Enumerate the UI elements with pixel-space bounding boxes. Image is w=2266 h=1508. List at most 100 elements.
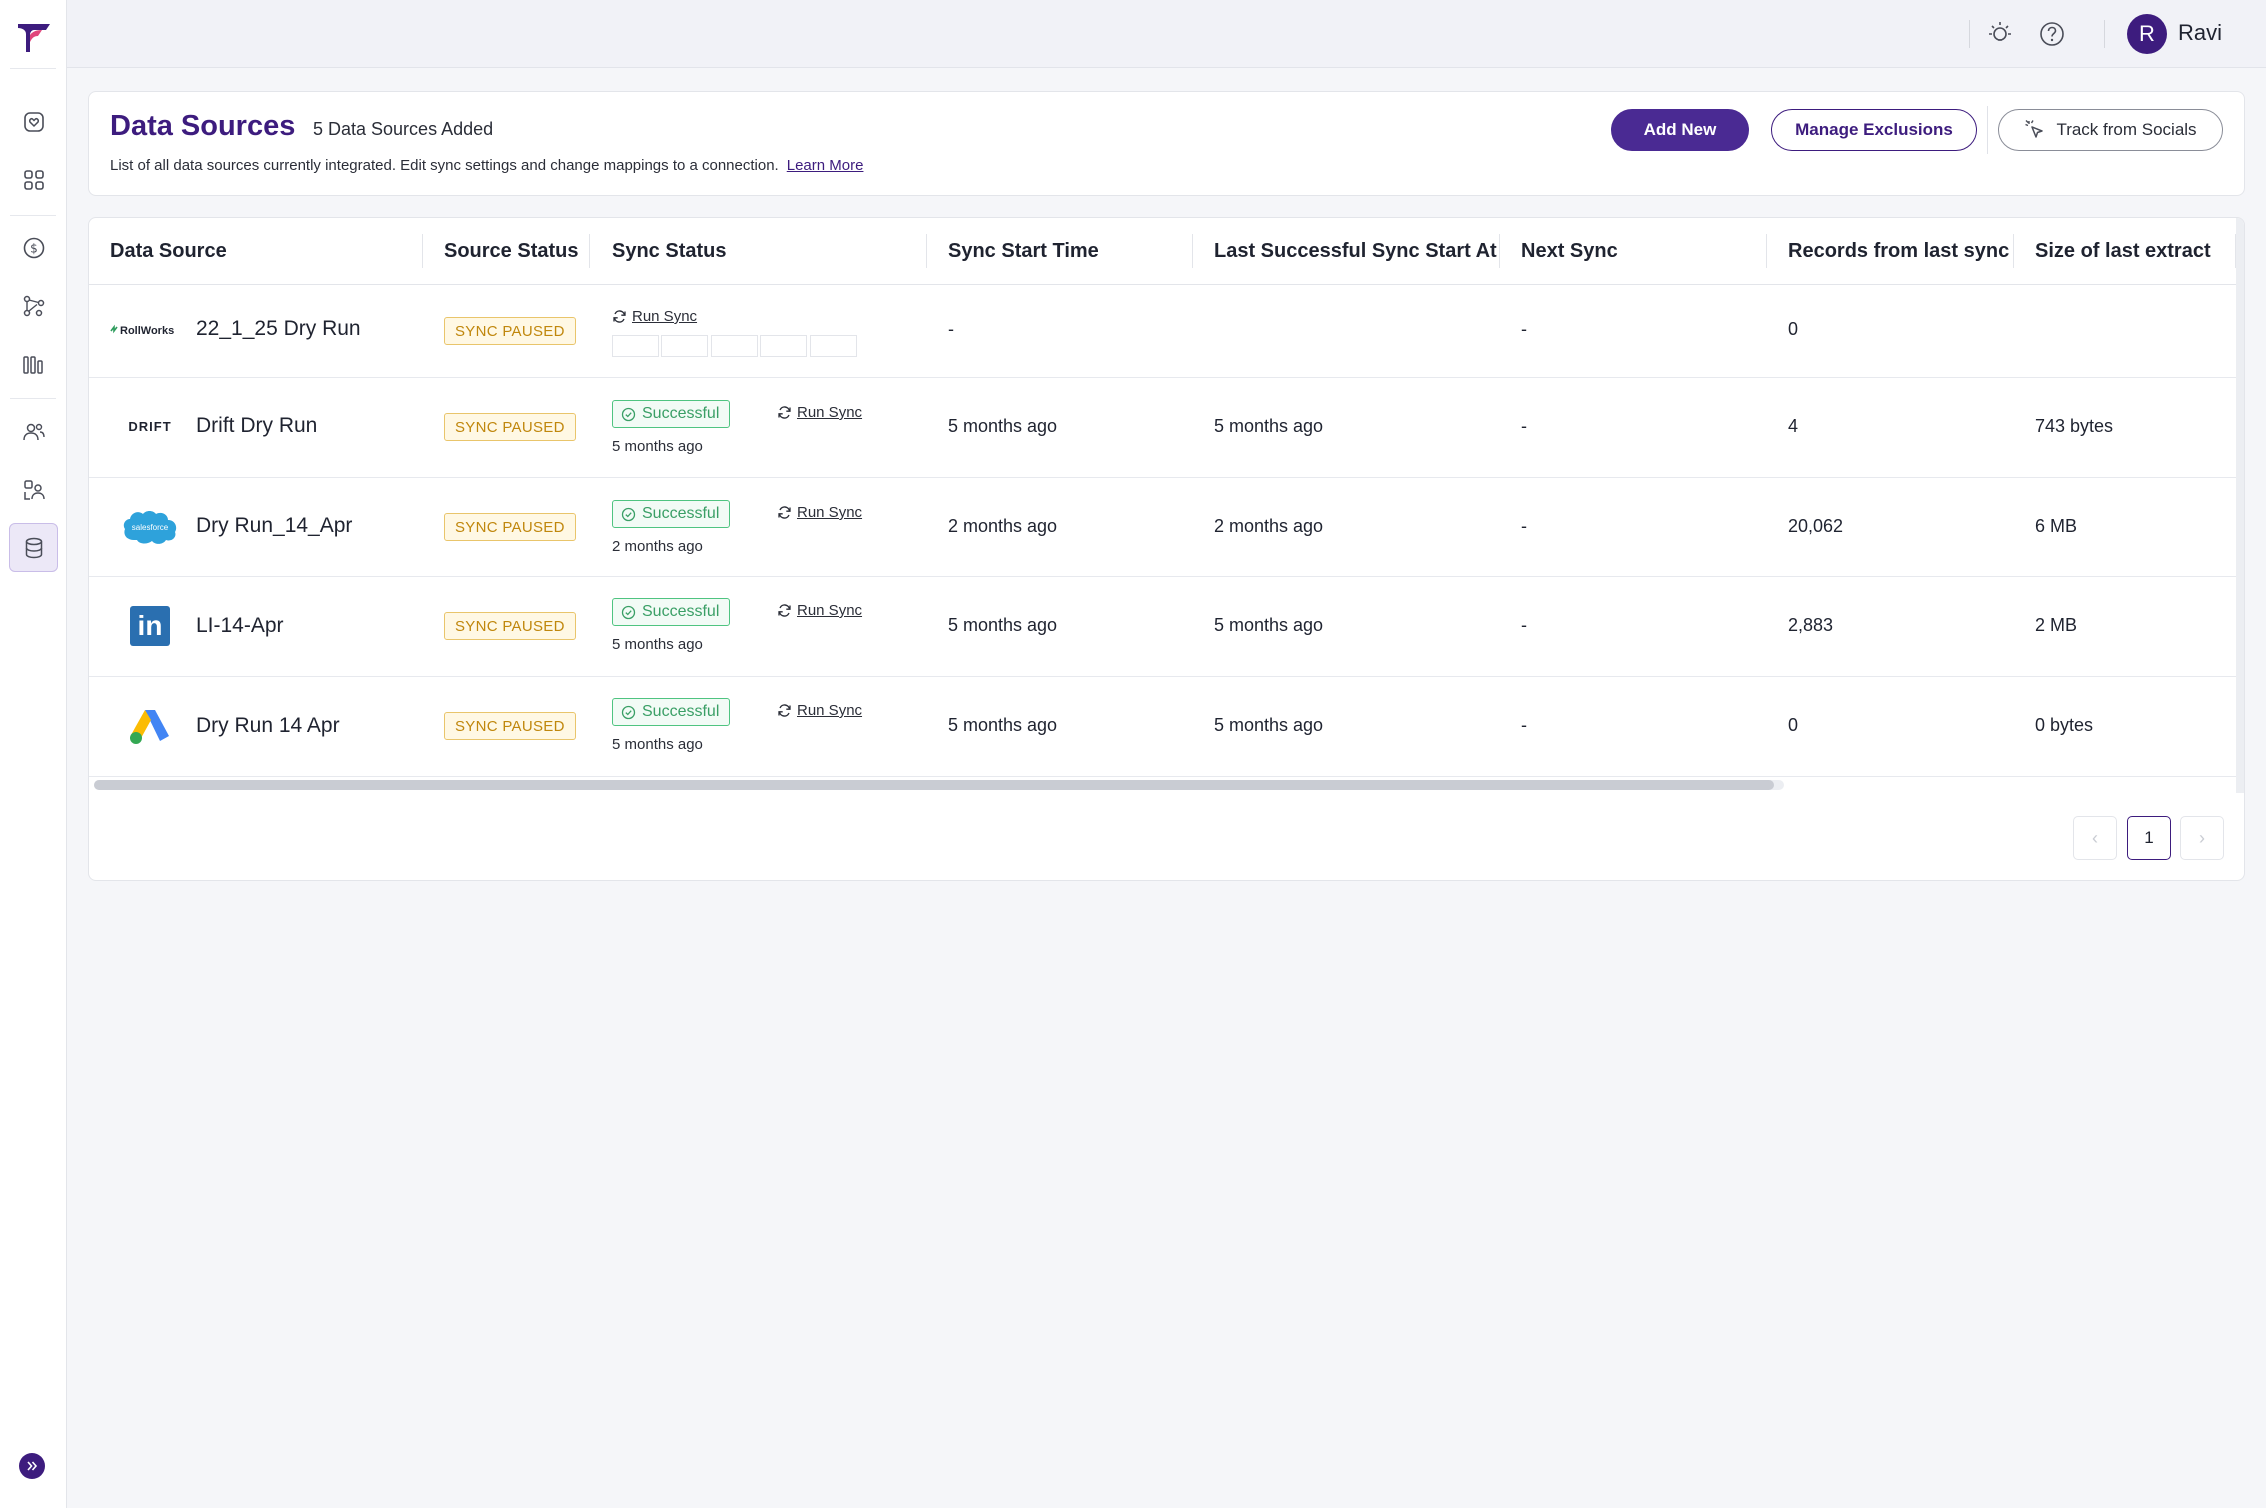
records-count: 4 [1788, 416, 1799, 436]
sync-success-badge: Successful [612, 598, 731, 626]
sync-status-time: 5 months ago [612, 438, 703, 455]
extract-size: 2 MB [2035, 615, 2078, 635]
column-header-sync-status[interactable]: Sync Status [612, 240, 727, 262]
records-count: 2,883 [1788, 615, 1834, 635]
google-ads-icon [130, 710, 169, 744]
nav-reports[interactable] [9, 340, 58, 389]
check-circle-icon [621, 507, 636, 521]
table-row[interactable]: in LI-14-Apr SYNC PAUSED Successful 5 mo… [89, 577, 2244, 677]
run-sync-link[interactable]: Run Sync [777, 504, 862, 521]
status-badge: SYNC PAUSED [444, 612, 576, 640]
extract-size: 0 bytes [2035, 715, 2094, 735]
status-badge: SYNC PAUSED [444, 317, 576, 345]
nav-dashboard[interactable] [9, 97, 58, 146]
sync-status-time: 5 months ago [612, 736, 703, 753]
column-divider [926, 234, 927, 268]
top-bar: R Ravi [67, 0, 2266, 68]
sidebar-divider [10, 398, 56, 399]
prev-page-button[interactable]: ‹ [2073, 816, 2117, 860]
run-sync-link[interactable]: Run Sync [777, 404, 862, 421]
page-number-button[interactable]: 1 [2127, 816, 2171, 860]
sync-success-badge: Successful [612, 500, 731, 528]
nav-data-sources[interactable] [9, 523, 58, 572]
topbar-divider [1969, 20, 1970, 48]
flow-icon [23, 295, 44, 316]
table-row[interactable]: DRIFT Drift Dry Run SYNC PAUSED Successf… [89, 378, 2244, 478]
sync-status-label: Successful [642, 505, 720, 522]
help-button[interactable] [2036, 18, 2068, 50]
description-text: List of all data sources currently integ… [110, 157, 779, 174]
table-row[interactable]: RollWorks 22_1_25 Dry Run SYNC PAUSED Ru… [89, 285, 2244, 378]
manage-exclusions-button[interactable]: Manage Exclusions [1771, 109, 1977, 151]
track-from-socials-button[interactable]: Track from Socials [1998, 109, 2223, 151]
data-source-name[interactable]: Drift Dry Run [196, 414, 318, 437]
data-source-name[interactable]: LI-14-Apr [196, 614, 284, 637]
sync-status-label: Successful [642, 703, 720, 720]
last-successful-sync: 5 months ago [1214, 615, 1324, 635]
button-divider [1987, 106, 1988, 154]
column-header-data-source[interactable]: Data Source [110, 240, 227, 262]
theme-toggle-button[interactable] [1984, 18, 2016, 50]
nav-audiences[interactable] [9, 407, 58, 456]
column-header-size[interactable]: Size of last extract [2035, 240, 2211, 262]
svg-text:$: $ [30, 241, 38, 255]
sync-progress-segment [612, 335, 659, 357]
grid-icon [23, 169, 44, 190]
column-divider [2013, 234, 2014, 268]
sync-start-time: 5 months ago [948, 715, 1058, 735]
refresh-icon [613, 310, 626, 323]
nav-revenue[interactable]: $ [9, 223, 58, 272]
nav-accounts[interactable] [9, 465, 58, 514]
run-sync-link[interactable]: Run Sync [612, 308, 697, 325]
avatar[interactable]: R [2127, 14, 2167, 54]
run-sync-label: Run Sync [632, 308, 698, 325]
brand-logo-icon[interactable] [16, 18, 52, 54]
page-description: List of all data sources currently integ… [110, 157, 863, 174]
learn-more-link[interactable]: Learn More [786, 157, 864, 174]
user-name[interactable]: Ravi [2178, 20, 2223, 45]
vertical-scrollbar[interactable] [2236, 218, 2244, 793]
refresh-icon [778, 506, 791, 519]
run-sync-link[interactable]: Run Sync [777, 602, 862, 619]
column-divider [1499, 234, 1500, 268]
expand-sidebar-button[interactable] [19, 1453, 45, 1479]
nav-journeys[interactable] [9, 281, 58, 330]
refresh-icon [778, 604, 791, 617]
sync-progress-segment [760, 335, 807, 357]
refresh-icon [778, 704, 791, 717]
data-source-name[interactable]: 22_1_25 Dry Run [196, 317, 361, 340]
data-source-name[interactable]: Dry Run_14_Apr [196, 514, 353, 537]
drift-logo: DRIFT [128, 411, 172, 441]
column-header-records[interactable]: Records from last sync [1788, 240, 2010, 262]
table-row[interactable]: salesforce Dry Run_14_Apr SYNC PAUSED Su… [89, 478, 2244, 577]
sync-status-label: Successful [642, 405, 720, 422]
table-row[interactable]: Dry Run 14 Apr SYNC PAUSED Successful 5 … [89, 677, 2244, 777]
topbar-divider [2104, 20, 2105, 48]
column-header-sync-start-time[interactable]: Sync Start Time [948, 240, 1099, 262]
drift-logo-text: DRIFT [128, 418, 172, 434]
data-source-name[interactable]: Dry Run 14 Apr [196, 714, 340, 737]
nav-apps[interactable] [9, 155, 58, 204]
page-header-card: Data Sources 5 Data Sources Added List o… [88, 91, 2245, 196]
horizontal-scrollbar[interactable] [94, 780, 1784, 790]
next-page-button[interactable]: › [2180, 816, 2224, 860]
linkedin-icon: in [130, 606, 170, 646]
column-header-last-successful-sync[interactable]: Last Successful Sync Start At [1214, 240, 1497, 262]
sync-start-time: - [948, 319, 954, 339]
column-divider [1766, 234, 1767, 268]
run-sync-link[interactable]: Run Sync [777, 702, 862, 719]
add-new-button[interactable]: Add New [1611, 109, 1749, 151]
rollworks-icon: RollWorks [110, 324, 174, 337]
sidebar: $ [0, 0, 67, 1508]
table-header: Data Source Source Status Sync Status Sy… [89, 218, 2244, 285]
column-header-next-sync[interactable]: Next Sync [1521, 240, 1618, 262]
page-title: Data Sources [110, 110, 296, 142]
horizontal-scrollbar-thumb[interactable] [94, 780, 1774, 790]
salesforce-logo: salesforce [120, 506, 180, 548]
track-from-socials-label: Track from Socials [2056, 120, 2197, 139]
bar-chart-icon [22, 355, 43, 374]
run-sync-label: Run Sync [797, 404, 863, 421]
column-header-source-status[interactable]: Source Status [444, 240, 579, 262]
sync-status-time: 5 months ago [612, 636, 703, 653]
google-ads-logo [129, 706, 171, 746]
